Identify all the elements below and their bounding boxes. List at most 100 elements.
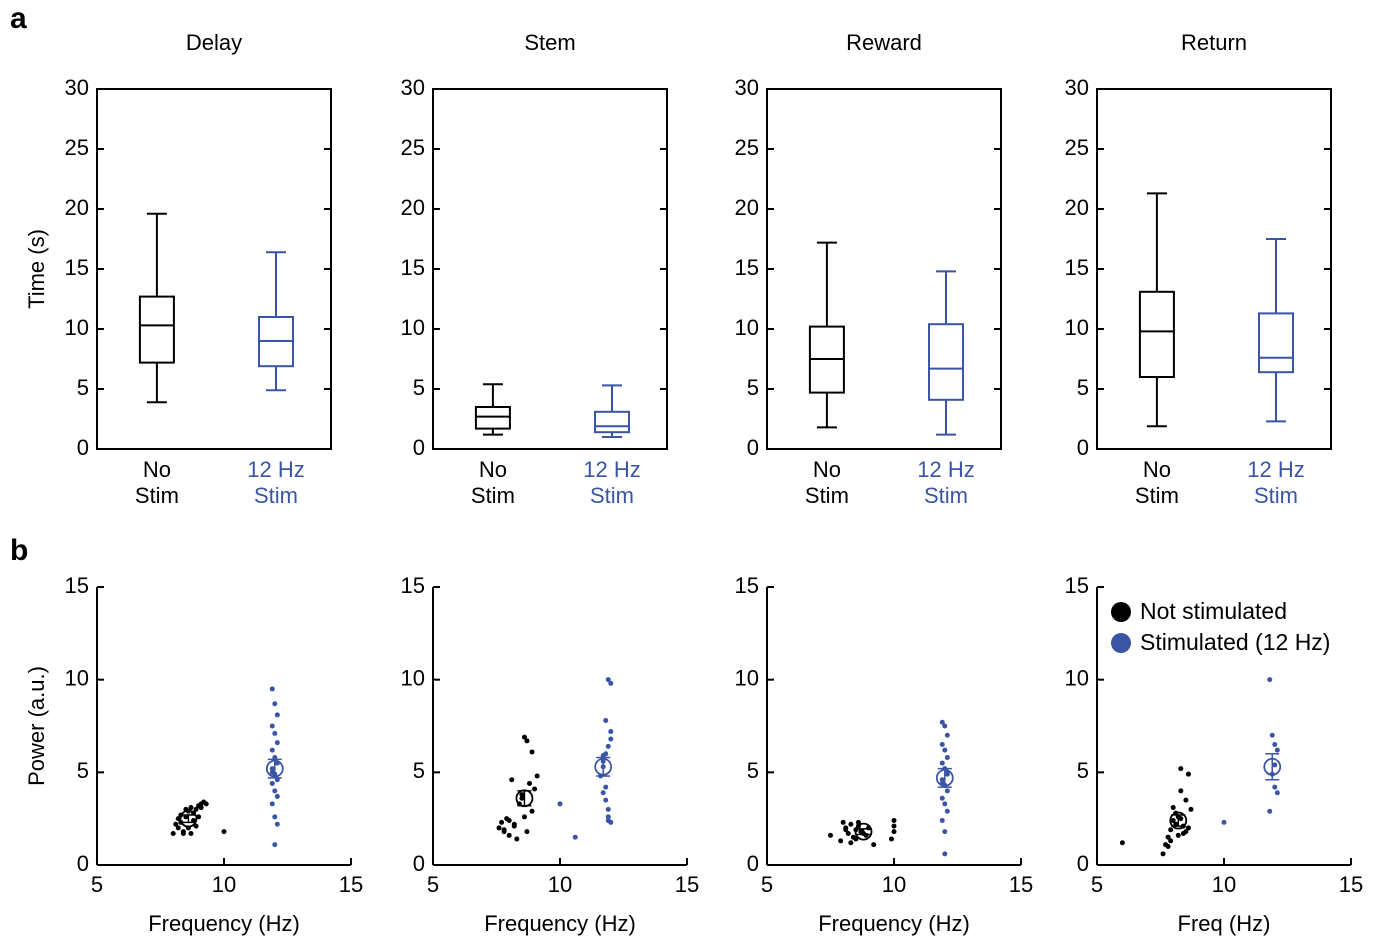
point xyxy=(608,729,614,735)
point xyxy=(269,801,275,807)
point xyxy=(521,734,527,740)
point xyxy=(170,830,176,836)
box xyxy=(474,406,511,430)
point xyxy=(942,801,948,807)
y-tick-label: 15 xyxy=(65,573,89,598)
chart-title: Return xyxy=(1181,30,1247,55)
axes-frame xyxy=(766,88,1002,450)
y-tick-label: 15 xyxy=(735,255,759,280)
point xyxy=(272,730,278,736)
point xyxy=(175,816,181,822)
point xyxy=(1165,834,1171,840)
point xyxy=(499,819,505,825)
y-tick-label: 30 xyxy=(735,75,759,100)
y-tick-label: 20 xyxy=(735,195,759,220)
point xyxy=(274,793,280,799)
point xyxy=(939,760,945,766)
point xyxy=(845,830,851,836)
point xyxy=(274,740,280,746)
point xyxy=(188,830,194,836)
point xyxy=(269,723,275,729)
point xyxy=(1175,832,1181,838)
point xyxy=(269,769,275,775)
point xyxy=(272,788,278,794)
x-tick-label: 10 xyxy=(1212,872,1236,897)
point xyxy=(944,732,950,738)
y-tick-label: 0 xyxy=(1077,435,1089,460)
point xyxy=(1274,747,1280,753)
y-tick-label: 0 xyxy=(413,435,425,460)
point xyxy=(848,821,854,827)
y-tick-label: 30 xyxy=(1065,75,1089,100)
point xyxy=(188,805,194,811)
y-tick-label: 25 xyxy=(65,135,89,160)
point xyxy=(608,819,614,825)
point xyxy=(175,825,181,831)
point xyxy=(1272,742,1278,748)
point xyxy=(843,827,849,833)
point xyxy=(863,832,869,838)
point xyxy=(942,723,948,729)
point xyxy=(605,677,611,683)
point xyxy=(196,814,202,820)
point xyxy=(203,801,209,807)
y-tick-label: 20 xyxy=(1065,195,1089,220)
y-tick-label: 25 xyxy=(735,135,759,160)
point xyxy=(529,749,535,755)
panel-label: b xyxy=(10,534,28,567)
mean-marker xyxy=(854,822,873,841)
point xyxy=(939,818,945,824)
point xyxy=(939,777,945,783)
point xyxy=(888,836,894,842)
point xyxy=(848,840,854,846)
y-axis-label: Power (a.u.) xyxy=(24,666,49,786)
point xyxy=(511,823,517,829)
y-tick-label: 20 xyxy=(65,195,89,220)
x-tick-label: No Stim xyxy=(134,457,179,508)
y-tick-label: 15 xyxy=(1065,573,1089,598)
x-tick-label: 12 Hz Stim xyxy=(247,457,305,508)
y-tick-label: 10 xyxy=(65,665,89,690)
x-tick-label: 5 xyxy=(91,872,103,897)
axes-frame xyxy=(432,88,668,450)
point xyxy=(524,738,530,744)
point xyxy=(1170,818,1176,824)
point xyxy=(180,830,186,836)
point xyxy=(274,821,280,827)
y-tick-label: 30 xyxy=(401,75,425,100)
y-tick-label: 5 xyxy=(77,375,89,400)
point xyxy=(603,784,609,790)
point xyxy=(944,788,950,794)
point xyxy=(605,806,611,812)
axes-frame xyxy=(1096,88,1332,450)
y-tick-label: 15 xyxy=(735,573,759,598)
x-tick-label: 15 xyxy=(675,872,699,897)
point xyxy=(1183,797,1189,803)
point xyxy=(1185,825,1191,831)
point xyxy=(198,805,204,811)
point xyxy=(519,792,525,798)
point xyxy=(269,747,275,753)
y-tick-label: 15 xyxy=(65,255,89,280)
point xyxy=(193,806,199,812)
y-tick-label: 5 xyxy=(1077,758,1089,783)
mean-marker xyxy=(179,809,198,828)
point xyxy=(269,686,275,692)
point xyxy=(944,755,950,761)
point xyxy=(269,780,275,786)
x-tick-label: 12 Hz Stim xyxy=(1247,457,1305,508)
legend-label: Not stimulated xyxy=(1140,598,1287,624)
x-tick-label: No Stim xyxy=(804,457,849,508)
x-tick-label: No Stim xyxy=(1134,457,1179,508)
point xyxy=(608,680,614,686)
point xyxy=(1168,838,1174,844)
mean-marker xyxy=(1169,811,1188,830)
x-tick-label: No Stim xyxy=(470,457,515,508)
point xyxy=(572,834,578,840)
x-tick-label: 10 xyxy=(212,872,236,897)
x-tick-label: 5 xyxy=(1091,872,1103,897)
point xyxy=(1185,771,1191,777)
point xyxy=(532,786,538,792)
